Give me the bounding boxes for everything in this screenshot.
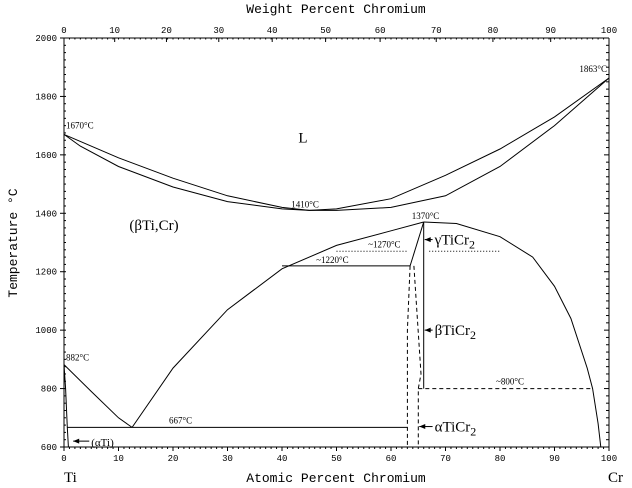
x2-tick-label: 100 xyxy=(601,26,617,36)
temperature-annotation: ~800°C xyxy=(496,377,524,387)
series-solidus xyxy=(63,77,610,211)
y-tick-label: 600 xyxy=(41,443,57,453)
y-tick-label: 1400 xyxy=(35,209,57,219)
axes: 0 10 20 30 40 50 60 70 80 90 1000 10 20 30 40 50 60 70 80 9… xyxy=(35,26,617,464)
x2-tick-label: 90 xyxy=(545,26,556,36)
series-liquidus xyxy=(63,77,610,211)
phase-label: (βTi,Cr) xyxy=(129,218,178,234)
temperature-annotation: ~1220°C xyxy=(316,255,348,265)
x2-tick-label: 60 xyxy=(375,26,386,36)
x2-axis-title: Weight Percent Chromium xyxy=(246,2,426,17)
x-tick-label: 60 xyxy=(386,454,397,464)
element-label-cr: Cr xyxy=(608,470,623,486)
phase-label: L xyxy=(298,130,307,146)
arrow-head-icon xyxy=(419,424,426,430)
phase-label: βTiCr2 xyxy=(435,323,476,342)
temperature-annotation: 1863°C xyxy=(579,64,607,74)
x-tick-label: 10 xyxy=(113,454,124,464)
arrow-head-icon xyxy=(424,327,431,333)
x-tick-label: 50 xyxy=(331,454,342,464)
y-tick-label: 800 xyxy=(41,385,57,395)
x-tick-label: 80 xyxy=(495,454,506,464)
arrow-head-icon xyxy=(73,438,80,444)
y-axis-title: Temperature °C xyxy=(6,188,21,297)
series-bcc-solvus-right xyxy=(423,221,602,448)
series-alpha-Ti-solvus xyxy=(63,364,69,448)
series-TiCr2-dashed-mid xyxy=(413,265,422,447)
x2-tick-label: 30 xyxy=(213,26,224,36)
x2-tick-label: 20 xyxy=(161,26,172,36)
y-tick-label: 1200 xyxy=(35,268,57,278)
x-axis-title: Atomic Percent Chromium xyxy=(246,471,426,486)
x-tick-label: 30 xyxy=(222,454,233,464)
y-tick-label: 1000 xyxy=(35,326,57,336)
temperature-annotation: 667°C xyxy=(169,415,192,425)
y-tick-label: 1800 xyxy=(35,92,57,102)
x2-tick-label: 50 xyxy=(320,26,331,36)
y-tick-label: 1600 xyxy=(35,151,57,161)
x-tick-label: 90 xyxy=(549,454,560,464)
series-alpha-beta-Ti-transus xyxy=(63,364,133,428)
element-label-ti: Ti xyxy=(64,470,77,486)
temperature-annotation: 1410°C xyxy=(291,199,319,209)
series-group xyxy=(63,77,610,448)
x2-tick-label: 70 xyxy=(431,26,442,36)
series-bcc-solvus-left xyxy=(131,221,424,428)
x2-tick-label: 80 xyxy=(488,26,499,36)
arrow-head-icon xyxy=(424,237,431,243)
phase-label: αTiCr2 xyxy=(435,420,477,439)
x-tick-label: 40 xyxy=(277,454,288,464)
series-gamma-TiCr2-left xyxy=(409,221,425,267)
x-tick-label: 20 xyxy=(168,454,179,464)
phase-label: γTiCr2 xyxy=(434,233,475,252)
x-tick-label: 70 xyxy=(440,454,451,464)
phase-label: (αTi) xyxy=(91,437,114,449)
temperature-annotation: ~1270°C xyxy=(368,239,400,249)
series-TiCr2-dashed-left xyxy=(406,265,411,447)
temperature-annotation: 1370°C xyxy=(412,211,440,221)
x2-tick-label: 40 xyxy=(267,26,278,36)
x2-tick-label: 10 xyxy=(109,26,120,36)
y-tick-label: 2000 xyxy=(35,34,57,44)
x-tick-label: 100 xyxy=(601,454,617,464)
temperature-annotation: 882°C xyxy=(66,353,89,363)
temperature-annotation: 1670°C xyxy=(66,120,94,130)
x2-tick-label: 0 xyxy=(61,26,66,36)
annotations-group: 1670°C 1863°C 1410°C 1370°C ~1270°C ~1220°C 88… xyxy=(66,64,607,449)
x-tick-label: 0 xyxy=(61,454,66,464)
